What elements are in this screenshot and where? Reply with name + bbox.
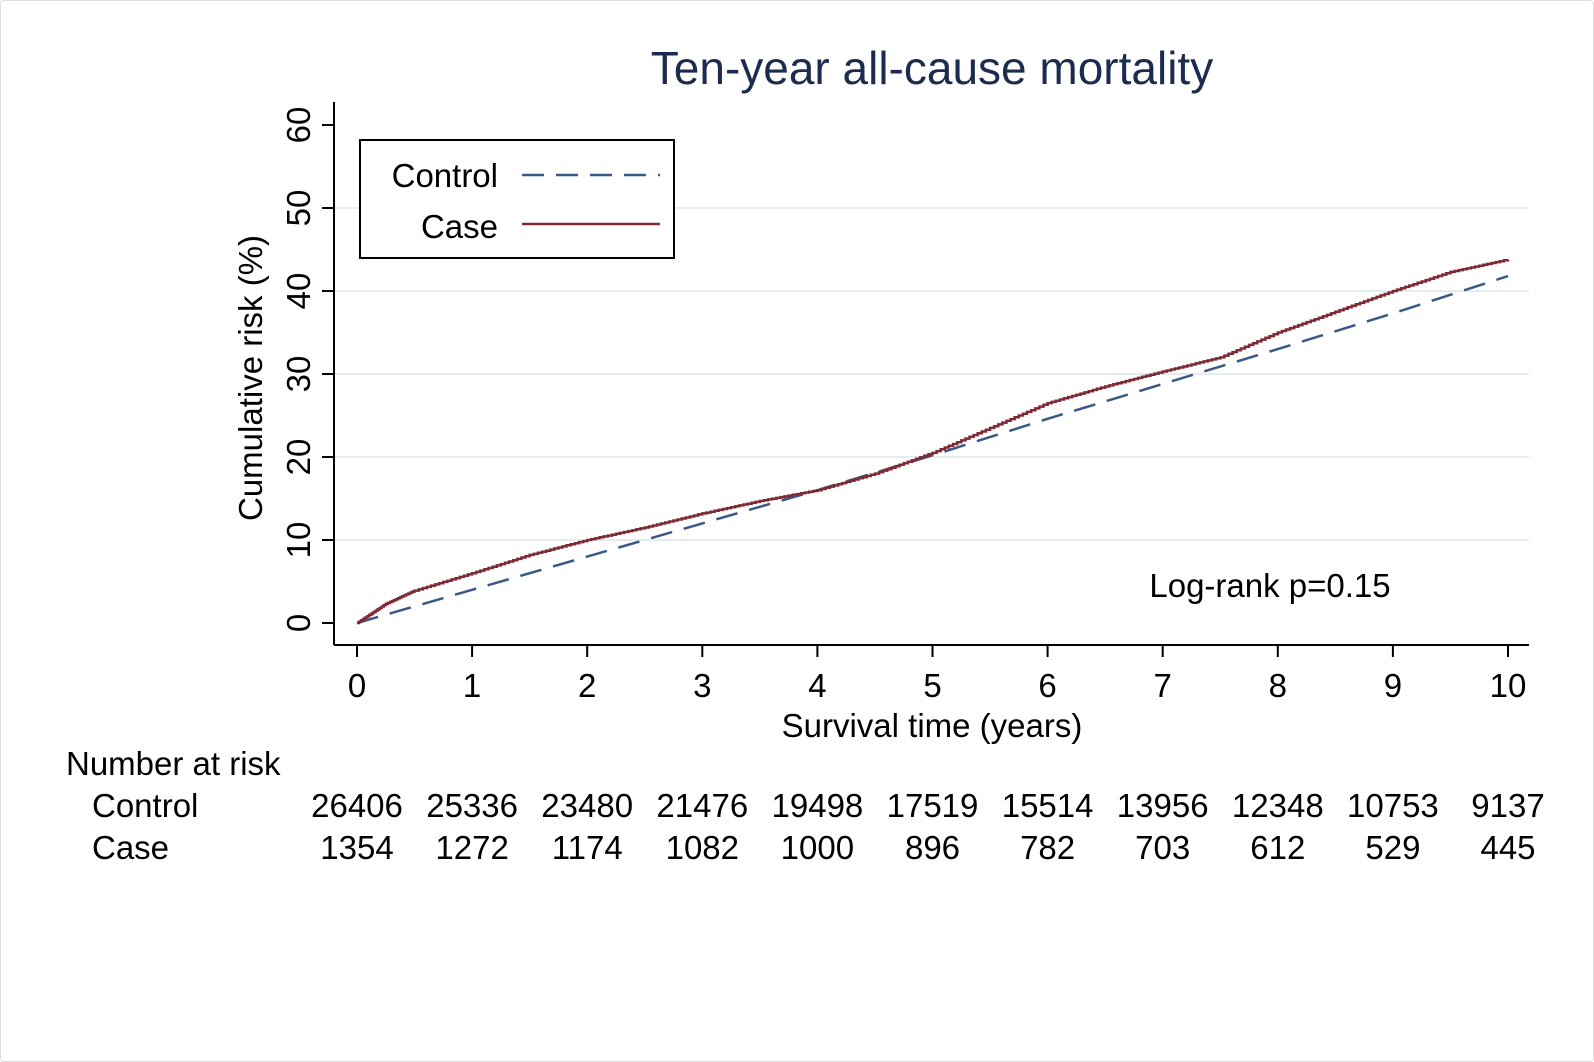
risk-row-label-case: Case [92,829,170,866]
y-tick-label: 20 [280,439,317,476]
logrank-annotation: Log-rank p=0.15 [1149,567,1390,604]
series-lines [356,259,1510,625]
x-axis-label: Survival time (years) [782,707,1083,744]
risk-value-case: 445 [1480,829,1536,866]
x-tick-label: 8 [1269,667,1287,704]
risk-value-control: 12348 [1231,787,1324,824]
risk-value-control: 23480 [541,787,634,824]
risk-value-control: 13956 [1116,787,1209,824]
x-tick-label: 3 [693,667,711,704]
chart-title: Ten-year all-cause mortality [651,42,1213,94]
x-tick-label: 5 [923,667,941,704]
risk-value-case: 1354 [320,829,394,866]
risk-value-case: 612 [1250,829,1306,866]
risk-value-control: 19498 [771,787,864,824]
legend: Control Case [359,139,675,259]
y-tick-label: 30 [280,356,317,393]
risk-row-label-control: Control [92,787,199,824]
risk-value-case: 1082 [665,829,740,866]
y-tick-label: 50 [280,190,317,227]
risk-value-control: 17519 [886,787,979,824]
x-tick-label: 6 [1038,667,1056,704]
y-tick-label: 60 [280,107,317,144]
x-tick-label: 0 [348,667,366,704]
risk-value-case: 782 [1020,829,1076,866]
legend-box [359,139,675,259]
risk-value-case: 529 [1365,829,1421,866]
x-tick-label: 4 [808,667,826,704]
risk-value-case: 703 [1135,829,1191,866]
risk-value-control: 10753 [1347,787,1439,824]
risk-value-control: 25336 [426,787,518,824]
y-tick-label: 10 [280,522,317,559]
risk-value-case: 896 [904,829,961,866]
x-axis-ticks: 0 1 2 3 4 5 6 7 8 9 10 [348,645,1527,704]
y-tick-label: 40 [280,273,317,310]
x-tick-label: 9 [1384,667,1402,704]
series-line-case [357,259,1510,625]
x-tick-label: 2 [578,667,596,704]
km-chart: Ten-year all-cause mortality 01020304050… [232,42,1529,744]
legend-label-case: Case [421,208,498,245]
risk-value-control: 26406 [311,787,403,824]
x-tick-label: 10 [1490,667,1527,704]
risk-table-header: Number at risk [66,745,281,782]
risk-value-case: 1272 [435,829,509,866]
x-tick-label: 7 [1154,667,1172,704]
x-tick-label: 1 [463,667,481,704]
y-tick-label: 0 [280,614,317,632]
risk-value-case: 1174 [551,829,623,866]
risk-value-control: 15514 [1001,787,1094,824]
risk-value-case: 1000 [780,829,855,866]
risk-value-control: 21476 [656,787,749,824]
risk-table: Number at risk Control Case 26406 25336 23… [0,745,1594,875]
risk-value-control: 9137 [1471,787,1545,824]
legend-label-control: Control [392,157,498,194]
y-axis-ticks: 0 10 20 30 40 50 60 [280,107,334,632]
y-axis-label: Cumulative risk (%) [232,235,269,521]
